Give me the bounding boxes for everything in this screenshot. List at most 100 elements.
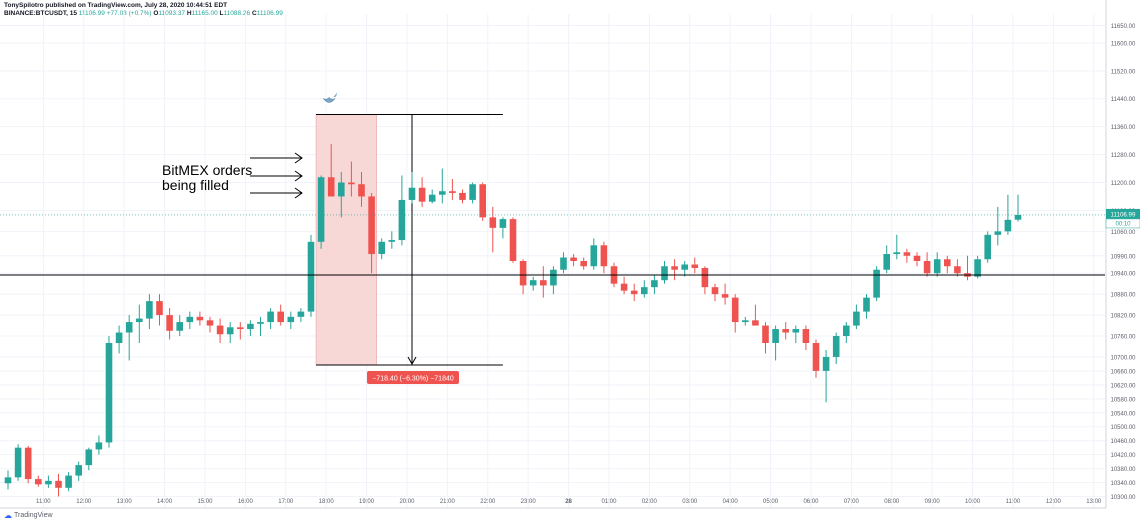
- whale-icon: [322, 97, 336, 103]
- candle-body: [651, 280, 658, 288]
- time-tick-label: 03:00: [682, 499, 698, 505]
- candle-body: [428, 194, 436, 202]
- candle-body: [317, 177, 325, 242]
- candle-body: [792, 329, 800, 333]
- time-tick-label: 28: [565, 499, 572, 505]
- price-tick-label: 10760.00: [1110, 335, 1136, 341]
- candle-body: [65, 475, 72, 488]
- price-tick-label: 11650.00: [1111, 24, 1136, 30]
- candle-body: [479, 184, 486, 218]
- tradingview-logo-icon: ☁: [4, 511, 12, 520]
- candle-body: [297, 311, 305, 317]
- price-tick-label: 10500.00: [1110, 425, 1136, 431]
- candle-body: [762, 325, 769, 343]
- time-tick-label: 07:00: [844, 499, 860, 505]
- candle-body: [772, 329, 779, 343]
- candle-body: [731, 297, 739, 323]
- candle-body: [863, 297, 870, 312]
- whale-tail-icon: [333, 92, 338, 98]
- candle-body: [469, 184, 476, 200]
- candle-body: [843, 325, 850, 337]
- price-tick-label: 11440.00: [1111, 97, 1136, 103]
- candle-body: [368, 196, 375, 255]
- candle-body: [630, 290, 638, 295]
- candle-body: [570, 257, 577, 261]
- annotation-arrow-head: [294, 170, 303, 182]
- candle-body: [176, 322, 183, 331]
- candle-body: [125, 322, 133, 333]
- candle-body: [115, 332, 123, 343]
- time-tick-label: 14:00: [157, 499, 173, 505]
- candle-body: [671, 266, 678, 270]
- price-axis[interactable]: 10300.00 10340.00 10380.00 10420.00 10460.00…: [1105, 0, 1140, 508]
- candle-body: [196, 316, 204, 321]
- price-tick-label: 10620.00: [1110, 383, 1136, 389]
- candle-body: [721, 294, 729, 298]
- candle-body: [247, 323, 254, 330]
- candle-body: [156, 301, 163, 316]
- time-tick-label: 13:00: [1086, 499, 1102, 505]
- candle-body: [267, 311, 274, 323]
- candle-body: [883, 254, 890, 270]
- time-tick-label: 22:00: [480, 499, 496, 505]
- annotation-arrow-head: [294, 152, 303, 164]
- candle-body: [832, 336, 840, 357]
- price-tick-label: 10880.00: [1110, 293, 1136, 299]
- candle-body: [378, 241, 385, 255]
- price-tick-label: 10300.00: [1110, 495, 1136, 501]
- candle-body: [287, 316, 295, 323]
- candle-body: [509, 219, 517, 261]
- time-tick-label: 18:00: [319, 499, 335, 505]
- candle-body: [85, 449, 93, 466]
- candle-body: [974, 259, 981, 277]
- measure-label-box: [367, 370, 459, 384]
- measure-tool[interactable]: −718.40 (−6.30%) −71840: [315, 113, 503, 384]
- countdown-tag-text: 00:10: [1115, 221, 1131, 227]
- candle-body: [540, 280, 547, 286]
- publisher-text: TonySpilotro published on TradingView.co…: [4, 2, 228, 9]
- price-tick-label: 11060.00: [1111, 230, 1136, 236]
- footer-brand-text: TradingView: [14, 512, 53, 519]
- candle-body: [24, 447, 32, 480]
- candle-body: [307, 241, 315, 312]
- time-tick-label: 01:00: [601, 499, 617, 505]
- measure-arrow-head: [407, 356, 417, 365]
- candle-body: [913, 255, 921, 261]
- candle-body: [903, 252, 911, 256]
- candle-body: [822, 356, 830, 371]
- candle-body: [55, 480, 62, 488]
- publisher-line: TonySpilotro published on TradingView.co…: [4, 2, 227, 10]
- price-tick-label: 11280.00: [1111, 153, 1136, 159]
- price-tick-label: 11600.00: [1111, 41, 1136, 47]
- time-tick-label: 21:00: [440, 499, 456, 505]
- price-tick-label: 10660.00: [1110, 369, 1136, 375]
- candle-body: [519, 261, 527, 286]
- candle-body: [529, 280, 537, 286]
- candle-body: [853, 311, 860, 326]
- symbol-line: BINANCE:BTCUSDT, 15 11106.99 +77.03 (+0.…: [4, 10, 283, 17]
- candle-body: [388, 240, 396, 242]
- time-tick-label: 20:00: [399, 499, 415, 505]
- grid-lines: [0, 14, 1105, 508]
- price-axis-bg: [1106, 0, 1140, 508]
- candle-body: [14, 447, 22, 478]
- candle-body: [893, 252, 901, 255]
- candle-body: [277, 311, 284, 323]
- time-axis[interactable]: 11:00 12:00 13:00 14:00 15:00 16:00 17:00 18:00…: [0, 499, 1106, 509]
- measure-range-shade: [315, 114, 377, 366]
- candle-body: [923, 261, 931, 274]
- candle-body: [75, 465, 82, 476]
- candle-body: [590, 245, 598, 267]
- candle-body: [1004, 219, 1012, 232]
- candle-body: [984, 234, 991, 260]
- high-value: 11165.00: [191, 10, 218, 17]
- annotation-line-2: being filled: [162, 177, 229, 193]
- measure-label-text: −718.40 (−6.30%) −71840: [372, 375, 454, 382]
- candle-body: [580, 261, 587, 267]
- price-tick-label: 11360.00: [1111, 125, 1136, 131]
- annotation-arrow-head: [294, 187, 303, 199]
- candle-body: [752, 320, 759, 326]
- symbol-text: BINANCE:BTCUSDT, 15: [4, 10, 77, 17]
- time-tick-label: 12:00: [76, 499, 92, 505]
